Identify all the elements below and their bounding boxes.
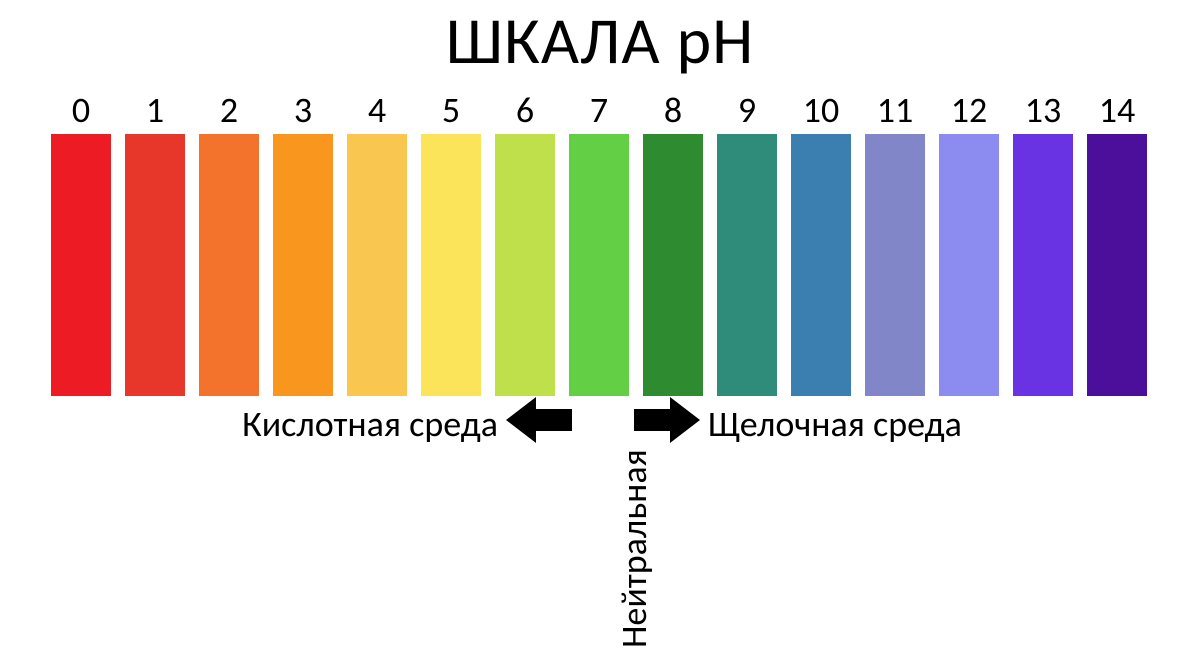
ph-color-bar [51, 134, 111, 396]
ph-number: 6 [516, 92, 534, 128]
ph-cell-7: 7 [562, 92, 636, 396]
neutral-label: Нейтральная [612, 449, 656, 648]
ph-color-bar [273, 134, 333, 396]
ph-color-bar [495, 134, 555, 396]
ph-number: 11 [877, 92, 914, 128]
ph-number: 13 [1025, 92, 1062, 128]
ph-number: 12 [951, 92, 988, 128]
ph-cell-8: 8 [636, 92, 710, 396]
ph-number: 7 [590, 92, 608, 128]
ph-cell-5: 5 [414, 92, 488, 396]
ph-color-bar [347, 134, 407, 396]
ph-cell-11: 11 [858, 92, 932, 396]
arrow-right-icon [634, 397, 700, 443]
ph-number: 2 [220, 92, 238, 128]
ph-cell-12: 12 [932, 92, 1006, 396]
bottom-annotations: Кислотная среда Щелочная среда Нейтральн… [0, 396, 1200, 656]
arrow-left-icon [506, 397, 572, 443]
ph-color-bar [569, 134, 629, 396]
ph-number: 9 [738, 92, 756, 128]
ph-cell-1: 1 [118, 92, 192, 396]
ph-scale-diagram: ШКАЛА pH 01234567891011121314 Кислотная … [0, 0, 1200, 659]
ph-color-bar [1013, 134, 1073, 396]
ph-number: 8 [664, 92, 682, 128]
ph-number: 14 [1099, 92, 1136, 128]
ph-cell-10: 10 [784, 92, 858, 396]
ph-cell-4: 4 [340, 92, 414, 396]
ph-color-bar [717, 134, 777, 396]
acidic-label: Кислотная среда [242, 402, 498, 446]
ph-number: 4 [368, 92, 386, 128]
ph-number: 5 [442, 92, 460, 128]
ph-cell-13: 13 [1006, 92, 1080, 396]
alkaline-label: Щелочная среда [708, 402, 962, 446]
ph-number: 3 [294, 92, 312, 128]
chart-title: ШКАЛА pH [0, 0, 1200, 81]
ph-number: 0 [72, 92, 90, 128]
ph-color-bar [939, 134, 999, 396]
ph-number: 10 [803, 92, 840, 128]
ph-color-bar [1087, 134, 1147, 396]
ph-color-bar [421, 134, 481, 396]
ph-color-bar [199, 134, 259, 396]
ph-cell-14: 14 [1080, 92, 1154, 396]
ph-color-scale: 01234567891011121314 [44, 92, 1154, 396]
ph-cell-6: 6 [488, 92, 562, 396]
ph-number: 1 [146, 92, 164, 128]
ph-cell-3: 3 [266, 92, 340, 396]
ph-color-bar [643, 134, 703, 396]
ph-cell-9: 9 [710, 92, 784, 396]
ph-color-bar [125, 134, 185, 396]
ph-color-bar [865, 134, 925, 396]
ph-cell-2: 2 [192, 92, 266, 396]
ph-cell-0: 0 [44, 92, 118, 396]
ph-color-bar [791, 134, 851, 396]
